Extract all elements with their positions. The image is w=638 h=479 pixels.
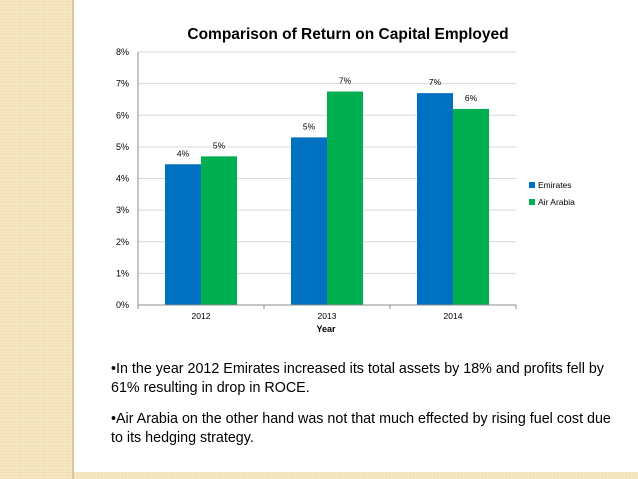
data-label: 7%	[339, 76, 352, 86]
legend-label: Air Arabia	[538, 197, 575, 207]
y-tick-label: 1%	[116, 268, 129, 278]
y-tick-label: 8%	[116, 47, 129, 57]
x-tick-label: 2012	[192, 311, 211, 321]
x-tick-label: 2013	[318, 311, 337, 321]
legend-label: Emirates	[538, 180, 572, 190]
data-label: 6%	[465, 93, 478, 103]
bullet-note-emirates: •In the year 2012 Emirates increased its…	[111, 361, 604, 396]
bullet-notes: •In the year 2012 Emirates increased its…	[111, 360, 611, 460]
data-label: 5%	[303, 121, 316, 131]
x-axis-title: Year	[316, 324, 336, 334]
data-label: 4%	[177, 148, 190, 158]
decorative-side-strip	[0, 0, 72, 479]
legend-swatch	[529, 182, 535, 188]
y-tick-label: 3%	[116, 205, 129, 215]
bullet-note-air-arabia: •Air Arabia on the other hand was not th…	[111, 411, 611, 446]
bar	[201, 156, 237, 305]
y-tick-label: 6%	[116, 110, 129, 120]
data-label: 7%	[429, 77, 442, 87]
chart-title: Comparison of Return on Capital Employed	[187, 26, 508, 43]
data-label: 5%	[213, 140, 226, 150]
y-tick-label: 2%	[116, 237, 129, 247]
bar	[291, 137, 327, 305]
y-tick-label: 0%	[116, 300, 129, 310]
roce-chart: Comparison of Return on Capital Employed…	[116, 26, 575, 334]
bar	[327, 91, 363, 305]
bar	[165, 164, 201, 305]
y-tick-label: 5%	[116, 142, 129, 152]
x-tick-label: 2014	[444, 311, 463, 321]
y-tick-label: 7%	[116, 79, 129, 89]
y-tick-label: 4%	[116, 174, 129, 184]
bar	[417, 93, 453, 305]
side-divider	[72, 0, 74, 479]
bar	[453, 108, 489, 305]
decorative-bottom-strip	[74, 472, 638, 479]
legend-swatch	[529, 199, 535, 205]
